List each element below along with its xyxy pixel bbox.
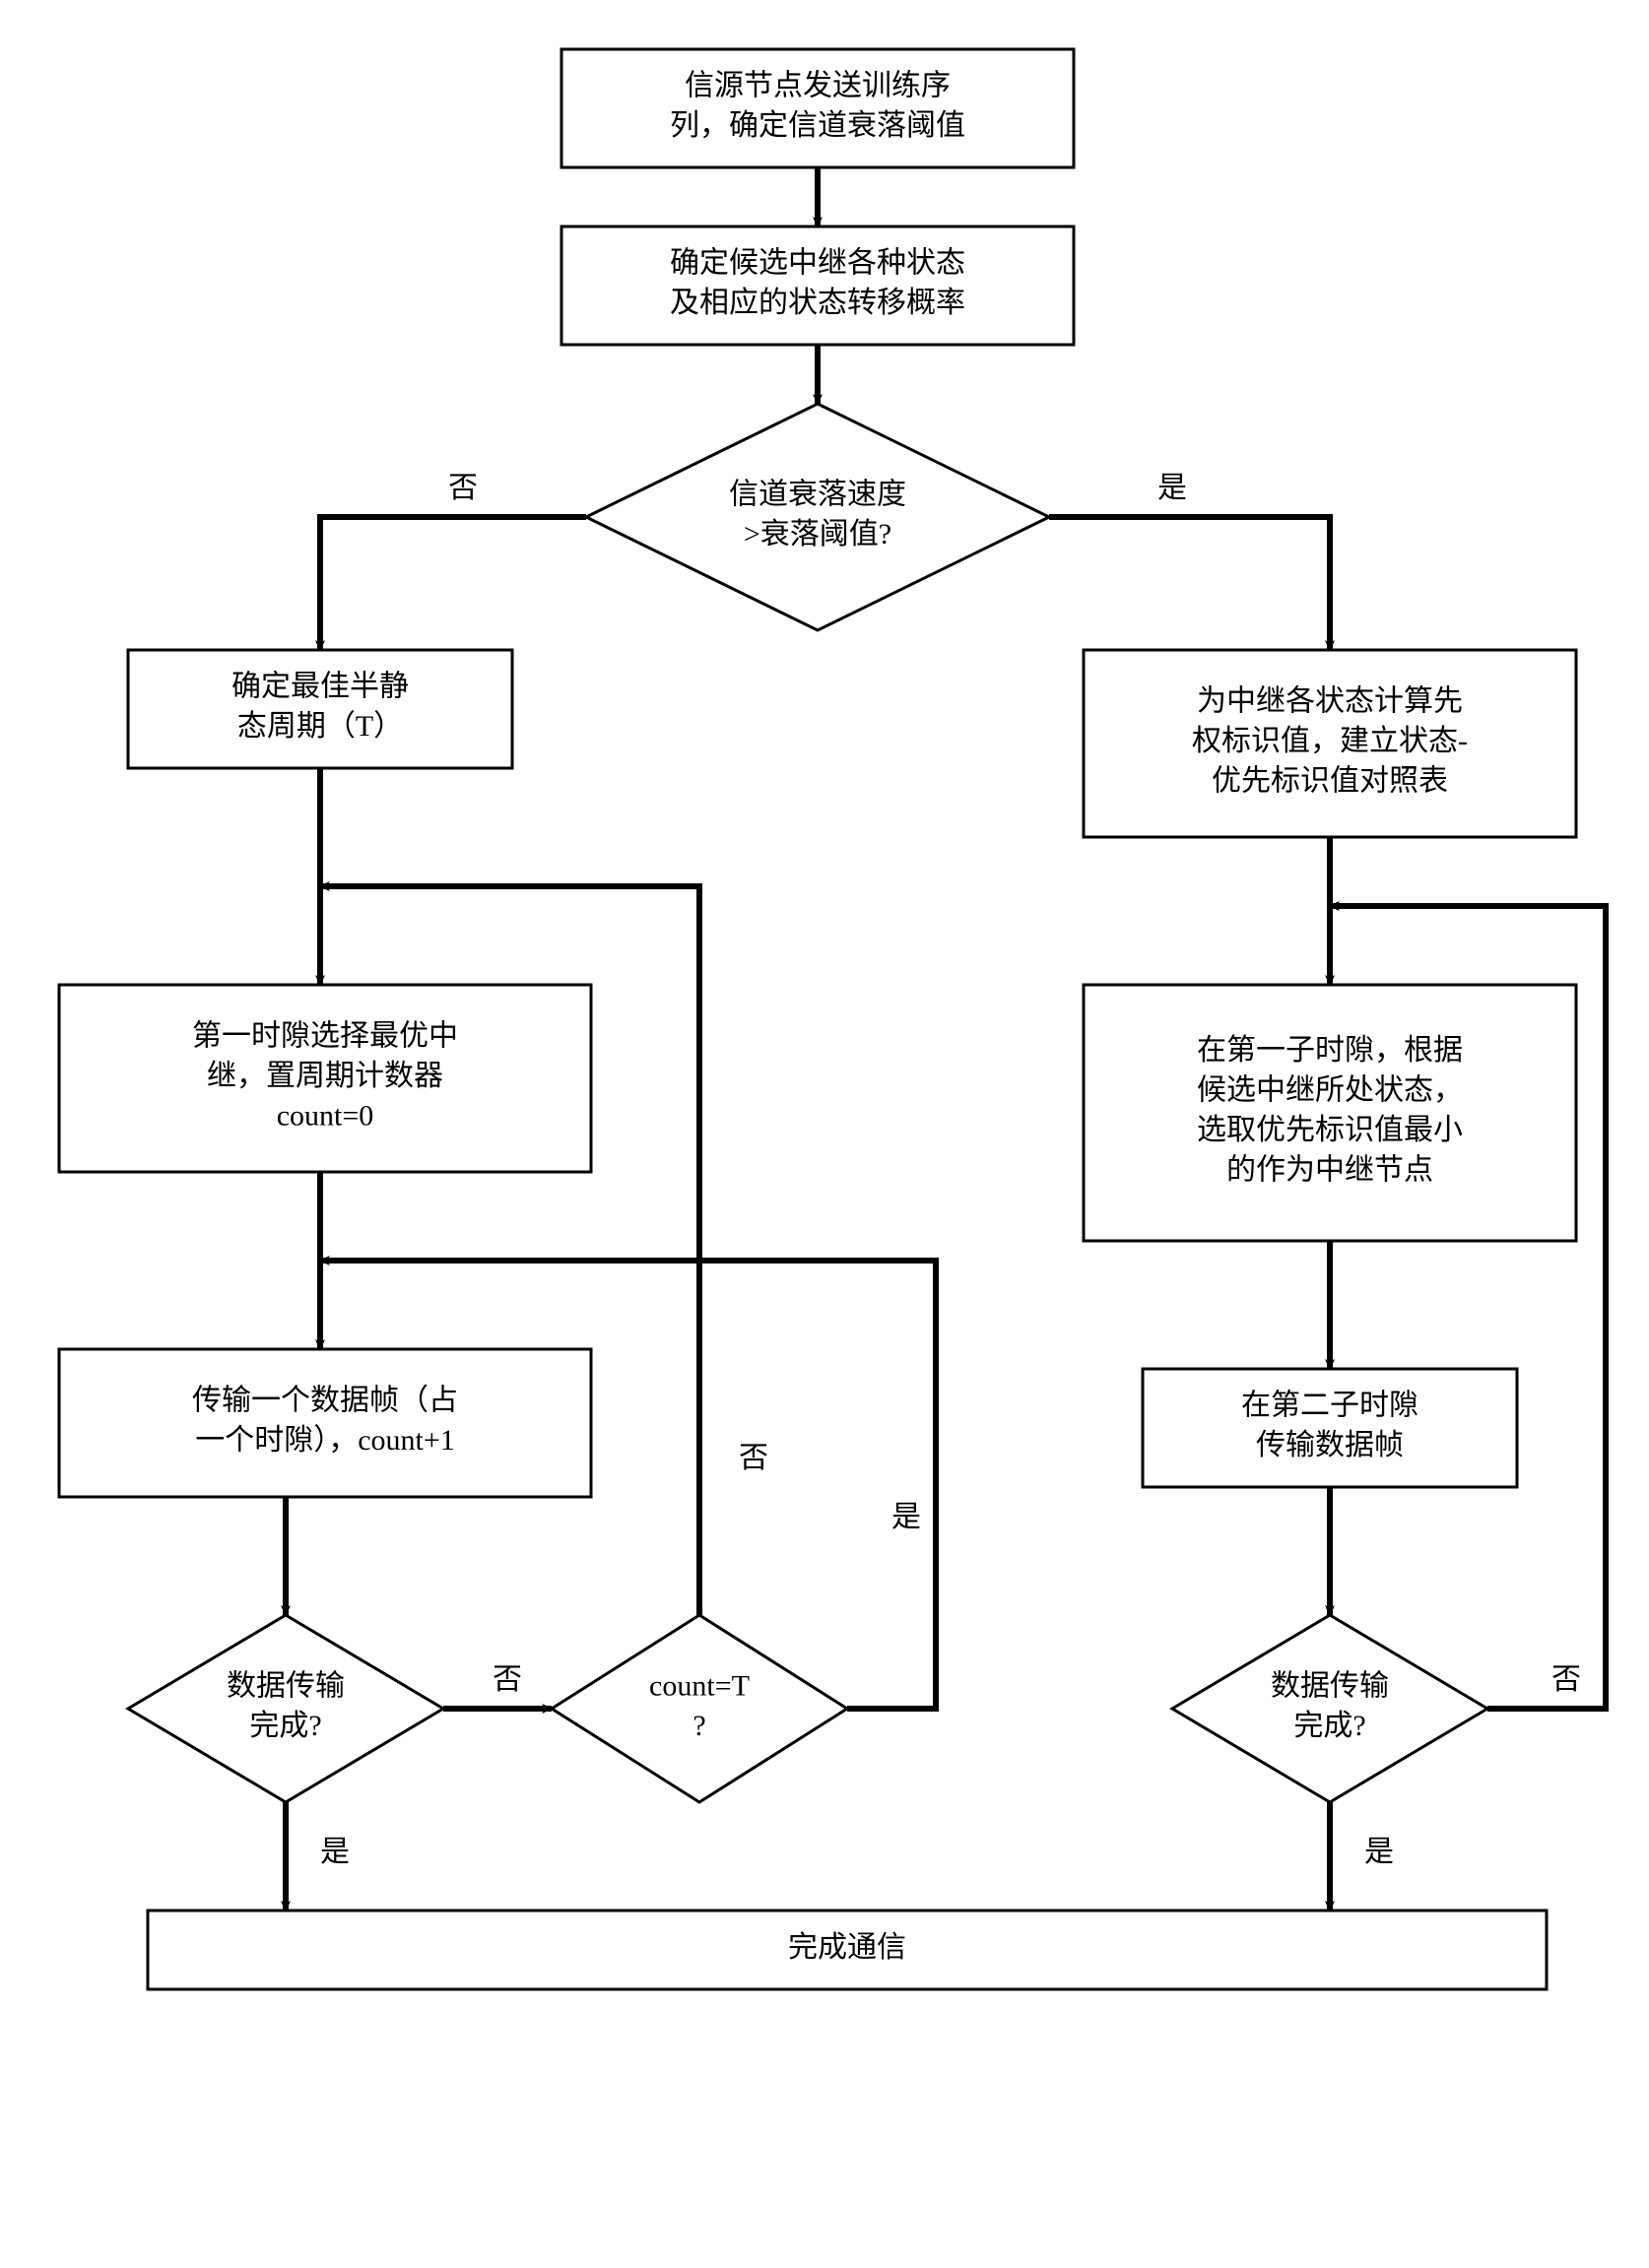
node-text: 数据传输 [1271, 1670, 1389, 1703]
node-n5: 为中继各状态计算先权标识值，建立状态- 优先标识值对照表 [1084, 650, 1576, 837]
node-n8: 传输一个数据帧（占一个时隙），count+1 [59, 1349, 591, 1497]
node-text: ? [693, 1710, 705, 1742]
node-n9: 在第二子时隙传输数据帧 [1143, 1369, 1517, 1487]
node-text: 态周期（T） [237, 710, 403, 743]
node-text: 一个时隙），count+1 [195, 1424, 455, 1457]
node-n1: 信源节点发送训练序列，确定信道衰落阈值 [561, 49, 1074, 167]
flowchart-diagram: 信源节点发送训练序列，确定信道衰落阈值确定候选中继各种状态及相应的状态转移概率信… [20, 20, 1649, 2048]
node-text: 完成通信 [788, 1931, 906, 1964]
node-n4: 确定最佳半静态周期（T） [128, 650, 512, 768]
edge-2 [320, 517, 586, 650]
node-text: 信源节点发送训练序 [685, 70, 951, 102]
edge-label: 是 [320, 1836, 350, 1868]
node-text: 传输一个数据帧（占 [192, 1385, 458, 1417]
node-text: 为中继各状态计算先 [1197, 684, 1463, 717]
node-text: 确定候选中继各种状态 [670, 247, 965, 280]
node-text: 在第二子时隙 [1241, 1390, 1418, 1422]
node-text: 传输数据帧 [1256, 1429, 1404, 1461]
node-text: 继，置周期计数器 [207, 1060, 443, 1092]
edge-label: 是 [1157, 472, 1187, 504]
node-text: 候选中继所处状态， [1197, 1074, 1463, 1107]
node-n3: 信道衰落速度 >衰落阈值? [586, 404, 1049, 630]
node-text: 优先标识值对照表 [1212, 764, 1448, 797]
edge-label: 否 [739, 1442, 768, 1474]
edge-label: 否 [1551, 1663, 1581, 1696]
node-text: count=T [649, 1670, 750, 1703]
node-text: 完成? [249, 1710, 321, 1742]
node-n13: 完成通信 [148, 1911, 1547, 1989]
node-n6: 第一时隙选择最优中继，置周期计数器 count=0 [59, 985, 591, 1172]
node-text: 确定最佳半静 [231, 671, 409, 703]
node-n12: 数据传输完成? [1172, 1615, 1487, 1802]
node-text: 信道衰落速度 [729, 479, 906, 511]
node-n11: count=T? [552, 1615, 847, 1802]
edge-3 [1049, 517, 1330, 650]
edge-label: 否 [493, 1663, 522, 1696]
node-text: >衰落阈值? [744, 518, 891, 551]
node-n7: 在第一子时隙，根据候选中继所处状态， 选取优先标识值最小的作为中继节点 [1084, 985, 1576, 1241]
node-text: 的作为中继节点 [1226, 1154, 1433, 1187]
node-text: count=0 [277, 1099, 374, 1132]
node-text: 第一时隙选择最优中 [192, 1019, 458, 1052]
node-text: 在第一子时隙，根据 [1197, 1034, 1463, 1067]
edge-label: 否 [448, 472, 478, 504]
node-text: 数据传输 [227, 1670, 345, 1703]
node-n10: 数据传输完成? [128, 1615, 443, 1802]
node-text: 权标识值，建立状态- [1192, 725, 1468, 757]
node-text: 选取优先标识值最小 [1197, 1114, 1463, 1146]
edge-label: 是 [1364, 1836, 1394, 1868]
node-text: 列，确定信道衰落阈值 [670, 109, 965, 142]
node-n2: 确定候选中继各种状态及相应的状态转移概率 [561, 227, 1074, 345]
node-text: 完成? [1293, 1710, 1365, 1742]
edge-label: 是 [891, 1501, 921, 1533]
node-text: 及相应的状态转移概率 [670, 287, 965, 319]
